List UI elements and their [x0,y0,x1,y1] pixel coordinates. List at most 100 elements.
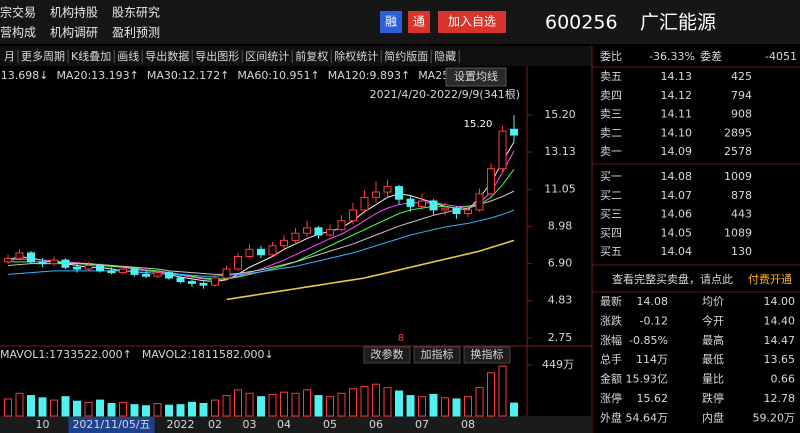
book-volume: 1089 [724,226,752,239]
ma-line [7,190,515,275]
candle-body [498,130,507,170]
y-tick-label: 4.83 [548,294,573,307]
volume-bar [326,396,334,417]
date-range: 2021/4/20-2022/9/9(341根) [370,87,520,101]
x-tick-label: 04 [277,418,291,431]
candle-body [27,252,35,263]
candle-body [487,168,495,195]
toolbar-item[interactable]: 更多周期 [21,49,65,63]
volume-bar [107,403,116,417]
volume-bar [498,365,507,417]
notice: 查看完整买卖盘，请点此 [612,272,733,286]
candle-body [441,207,449,211]
book-volume: 794 [731,89,752,102]
ma-line [7,209,515,277]
book-label: 买二 [600,189,622,202]
badge[interactable]: 融 [385,15,397,29]
notice-link[interactable]: 付费开通 [748,273,792,286]
volume-bar [153,403,162,417]
candle-body [326,229,334,236]
tool-button[interactable]: 改参数 [371,347,404,361]
volume-bar [395,390,403,417]
volume-bar [452,398,461,417]
volume-bar [38,397,47,417]
volume-bar [15,392,24,417]
stat-label: 涨幅 [600,334,622,347]
tool-button[interactable]: 换指标 [471,347,504,361]
tool-button[interactable]: 加指标 [421,347,454,361]
stat-label: 涨停 [600,391,622,405]
x-tick-label: 02 [208,418,222,431]
legend-entry: MA30:12.172↑ [147,69,229,82]
volume-bar [4,398,12,417]
x-tick-label: 03 [243,418,257,431]
book-volume: 1009 [724,170,752,183]
toolbar-item[interactable]: 导出图形 [195,49,239,63]
y-tick-label: 15.20 [544,108,576,121]
candle-body [257,248,265,256]
stat-value: -0.85% [629,334,668,347]
candle-body [188,281,196,284]
ma-settings-bg [445,67,507,87]
volume-bar [142,405,150,417]
badge[interactable]: 通 [413,15,425,29]
volume-bar [510,402,518,417]
candle-body [107,270,116,274]
candle-body [245,248,254,258]
candle-body [130,268,139,275]
menu-item[interactable]: 机构持股 [50,5,98,20]
volume-bar [50,399,58,417]
book-label: 买三 [600,208,622,221]
quote-value: -4051 [765,50,797,63]
toolbar-item[interactable]: 画线 [117,49,139,63]
event-marker[interactable]: 8 [398,333,404,344]
candle-body [372,191,380,198]
volume-bar [280,391,288,417]
toolbar-bg [0,46,592,66]
menu-item[interactable]: 盈利预测 [112,26,160,40]
stat-value: 59.20万 [753,411,796,424]
volume-bar [257,396,265,417]
menu-item[interactable]: 机构调研 [50,25,98,40]
quote-label: 委比 [600,50,622,63]
candle-body [222,268,231,279]
y-tick-label: 449万 [542,358,574,371]
candle-body [337,220,346,231]
candle-body [280,239,288,247]
book-label: 买一 [600,170,622,183]
book-volume: 2578 [724,145,752,158]
toolbar-item[interactable]: 除权统计 [334,49,378,63]
toolbar-item[interactable]: 区间统计 [245,50,289,63]
stat-value: 14.40 [764,314,796,327]
volume-bar [268,393,277,417]
toolbar-item[interactable]: 月 [4,50,15,63]
badge-bg [408,11,430,33]
book-price: 14.12 [661,89,693,102]
add-button[interactable]: 加入自选 [448,15,496,29]
book-volume: 878 [731,189,752,202]
toolbar-item[interactable]: 前复权 [295,49,328,63]
candle-body [234,256,242,270]
volume-bar [337,392,346,417]
volume-bar [464,396,472,417]
candle-body [383,186,392,193]
book-volume: 908 [731,108,752,121]
ma-line [8,168,515,280]
stock-name: 广汇能源 [640,12,716,34]
menu-item[interactable]: 股东研究 [112,5,160,20]
toolbar-item[interactable]: 简约版面 [384,49,428,63]
legend-entry: MAVOL2:1811582.000↓ [142,348,274,361]
menu-item[interactable]: 宗交易 [0,5,36,20]
volume-bar [119,401,127,417]
book-label: 买四 [600,226,622,239]
toolbar-item[interactable]: 隐藏 [434,50,456,63]
stat-label: 最新 [600,294,622,308]
book-label: 买五 [600,245,622,258]
volume-bar [130,404,139,417]
menu-item[interactable]: 营构成 [0,25,36,40]
ma-settings[interactable]: 设置均线 [454,69,498,83]
toolbar-item[interactable]: K线叠加 [71,49,111,63]
toolbar-item[interactable]: 导出数据 [145,49,189,63]
volume-bar [222,395,231,417]
